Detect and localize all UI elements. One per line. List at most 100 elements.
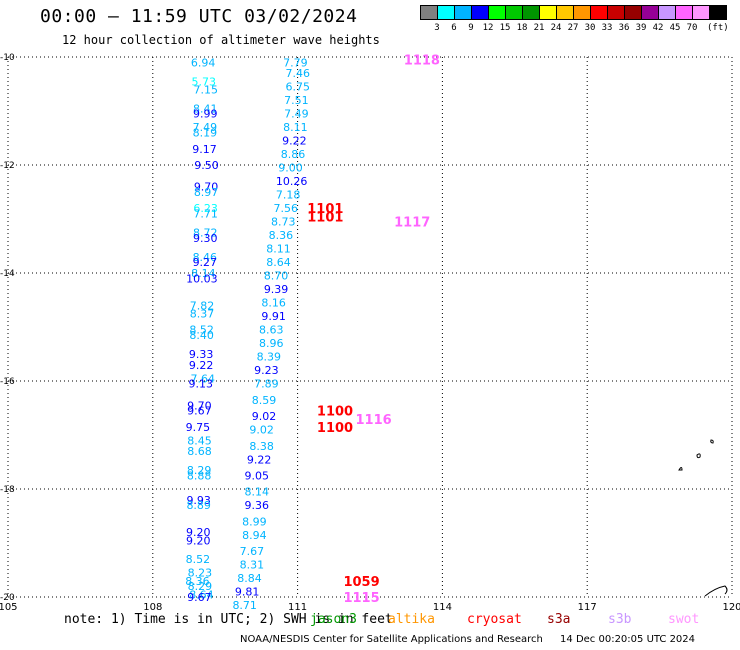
wave-height-label: 8.40 <box>189 329 214 342</box>
wave-height-label: 8.46 <box>193 251 218 264</box>
legend-label: 15 <box>499 23 511 33</box>
wave-height-label: 8.23 <box>188 567 213 580</box>
island-shape <box>678 467 683 471</box>
legend-label: 12 <box>482 23 494 33</box>
wave-height-label: 9.70 <box>194 181 219 194</box>
legend-label: 45 <box>669 23 681 33</box>
wave-height-label: 8.45 <box>187 434 212 447</box>
wave-height-label: 8.68 <box>187 445 212 458</box>
wave-height-label: 9.75 <box>186 421 211 434</box>
wave-height-label: 8.31 <box>240 559 265 572</box>
legend-label: 6 <box>451 23 457 33</box>
timestamp-text: 14 Dec 00:20:05 UTC 2024 <box>560 634 696 645</box>
wave-height-label: 7.49 <box>193 121 218 134</box>
credit-text: NOAA/NESDIS Center for Satellite Applica… <box>240 634 543 645</box>
lat-tick-label: -12 <box>0 161 15 171</box>
wave-height-label: 7.56 <box>273 202 298 215</box>
wave-height-label: 9.39 <box>264 283 289 296</box>
wave-height-label: 9.93 <box>186 494 211 507</box>
wave-height-label: 9.17 <box>192 143 217 156</box>
wave-height-label: 10.03 <box>186 272 218 285</box>
mission-s3b: s3b <box>608 612 632 627</box>
wave-height-label: 9.22 <box>282 135 307 148</box>
wave-height-label: 8.19 <box>193 127 218 140</box>
legend-unit: (ft) <box>707 23 729 33</box>
mission-swot: swot <box>668 612 700 627</box>
lat-tick-label: -10 <box>0 53 15 63</box>
lon-tick-label: 114 <box>433 602 452 613</box>
wave-height-label: 9.50 <box>194 159 219 172</box>
pass-id-label: 1100 <box>317 421 353 436</box>
wave-height-label: 8.52 <box>186 553 211 566</box>
lon-tick-label: 117 <box>578 602 597 613</box>
wave-height-label: 9.02 <box>252 410 277 423</box>
legend-label: 30 <box>584 23 596 33</box>
island-shape <box>710 439 714 444</box>
wave-height-label: 7.71 <box>193 208 218 221</box>
wave-height-label: 8.11 <box>283 121 308 134</box>
lat-tick-label: -14 <box>0 269 15 279</box>
mission-cryosat: cryosat <box>467 612 522 627</box>
wave-height-label: 8.86 <box>281 148 306 161</box>
wave-height-label: 9.33 <box>189 348 214 361</box>
wave-height-label: 9.20 <box>186 526 211 539</box>
wave-height-label: 8.52 <box>189 324 214 337</box>
wave-height-label: 8.37 <box>190 308 215 321</box>
legend-swatch <box>709 5 727 20</box>
pass-id-label: 1117 <box>394 216 430 231</box>
lon-tick-label: 120 <box>722 602 740 613</box>
wave-height-label: 6.94 <box>191 56 216 69</box>
pass-id-label: 1101 <box>307 202 343 217</box>
wave-height-label: 8.59 <box>252 394 277 407</box>
wave-height-label: 7.46 <box>286 67 311 80</box>
wave-height-label: 8.96 <box>259 337 284 350</box>
wave-height-label: 7.64 <box>191 372 216 385</box>
wave-height-label: 8.71 <box>232 599 257 612</box>
wave-height-label: 6.23 <box>193 202 218 215</box>
wave-height-label: 9.67 <box>187 591 212 604</box>
wave-height-label: 8.72 <box>193 227 218 240</box>
legend-label: 33 <box>601 23 613 33</box>
wave-height-label: 9.20 <box>186 534 211 547</box>
wave-height-label: 8.94 <box>242 529 266 542</box>
legend-label: 27 <box>567 23 579 33</box>
wave-height-label: 8.39 <box>257 351 282 364</box>
wave-height-label: 9.13 <box>189 378 214 391</box>
wave-height-label: 9.81 <box>235 586 260 599</box>
wave-height-label: 9.23 <box>254 364 279 377</box>
wave-height-label: 8.97 <box>194 186 219 199</box>
wave-height-label: 8.36 <box>269 229 294 242</box>
wave-height-label: 9.99 <box>193 108 218 121</box>
wave-height-label: 8.70 <box>264 270 289 283</box>
wave-height-label: 9.22 <box>247 453 271 466</box>
wave-height-label: 9.36 <box>245 499 269 512</box>
wave-height-label: 7.51 <box>284 94 309 107</box>
wave-height-label: 8.41 <box>193 102 218 115</box>
lat-tick-label: -16 <box>0 377 15 387</box>
wave-height-label: 7.89 <box>254 378 279 391</box>
map-subtitle: 12 hour collection of altimeter wave hei… <box>62 33 380 47</box>
wave-height-label: 7.15 <box>193 83 218 96</box>
wave-height-label: 8.29 <box>187 464 212 477</box>
wave-height-label: 7.18 <box>276 189 301 202</box>
lat-tick-label: -18 <box>0 485 15 495</box>
wave-height-label: 8.64 <box>189 588 214 601</box>
lon-tick-label: 108 <box>143 602 162 613</box>
footer: NOAA/NESDIS Center for Satellite Applica… <box>240 634 695 645</box>
wave-height-label: 10.26 <box>276 175 308 188</box>
legend-label: 39 <box>635 23 647 33</box>
wave-height-label: 6.75 <box>286 81 311 94</box>
mission-s3a: s3a <box>547 612 571 627</box>
wave-height-label: 8.16 <box>261 297 286 310</box>
wave-height-label: 8.89 <box>186 499 211 512</box>
wave-height-label: 9.22 <box>189 359 214 372</box>
pass-id-label: 1101 <box>307 210 343 225</box>
footnote: note: 1) Time is in UTC; 2) SWH is in fe… <box>64 612 393 627</box>
legend-label: 3 <box>434 23 440 33</box>
wave-height-label: 8.84 <box>237 572 262 585</box>
island-shape <box>696 453 701 459</box>
wave-height-label: 8.64 <box>266 256 291 269</box>
wave-height-label: 7.79 <box>283 56 308 69</box>
wave-height-label: 9.27 <box>193 256 218 269</box>
